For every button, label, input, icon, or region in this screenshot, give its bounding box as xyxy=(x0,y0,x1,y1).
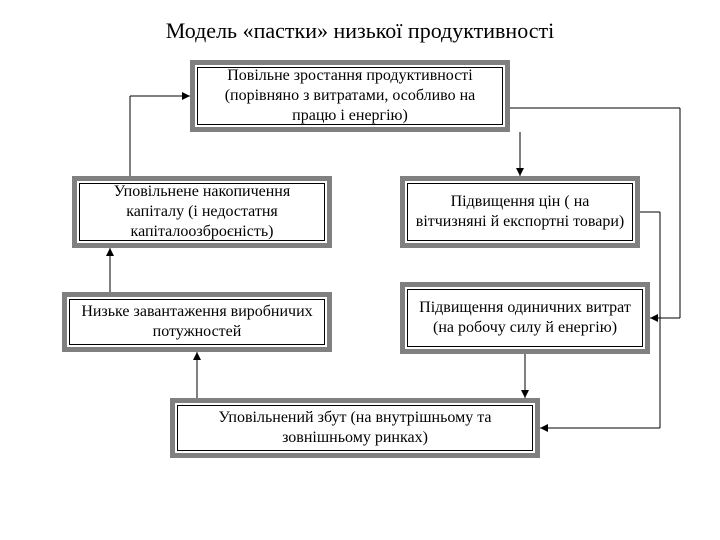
flow-node-n3: Підвищення цін ( на вітчизняні й експорт… xyxy=(400,176,640,248)
flow-node-n5: Підвищення одиничних витрат (на робочу с… xyxy=(400,282,650,354)
flow-node-n4: Низьке завантаження виробничих потужност… xyxy=(62,292,332,352)
diagram-canvas: Модель «пастки» низької продуктивності П… xyxy=(0,0,720,540)
flow-node-n6: Уповільнений збут (на внутрішньому та зо… xyxy=(170,398,540,458)
flow-node-label: Підвищення цін ( на вітчизняні й експорт… xyxy=(407,183,633,241)
diagram-title: Модель «пастки» низької продуктивності xyxy=(0,18,720,44)
flow-node-label: Уповільнений збут (на внутрішньому та зо… xyxy=(177,405,533,451)
flow-node-label: Повільне зростання продуктивності (порів… xyxy=(197,67,503,125)
flow-node-label: Уповільнене накопичення капіталу (і недо… xyxy=(79,183,325,241)
flow-node-n1: Повільне зростання продуктивності (порів… xyxy=(190,60,510,132)
flow-node-label: Підвищення одиничних витрат (на робочу с… xyxy=(407,289,643,347)
flow-node-label: Низьке завантаження виробничих потужност… xyxy=(69,299,325,345)
flow-node-n2: Уповільнене накопичення капіталу (і недо… xyxy=(72,176,332,248)
